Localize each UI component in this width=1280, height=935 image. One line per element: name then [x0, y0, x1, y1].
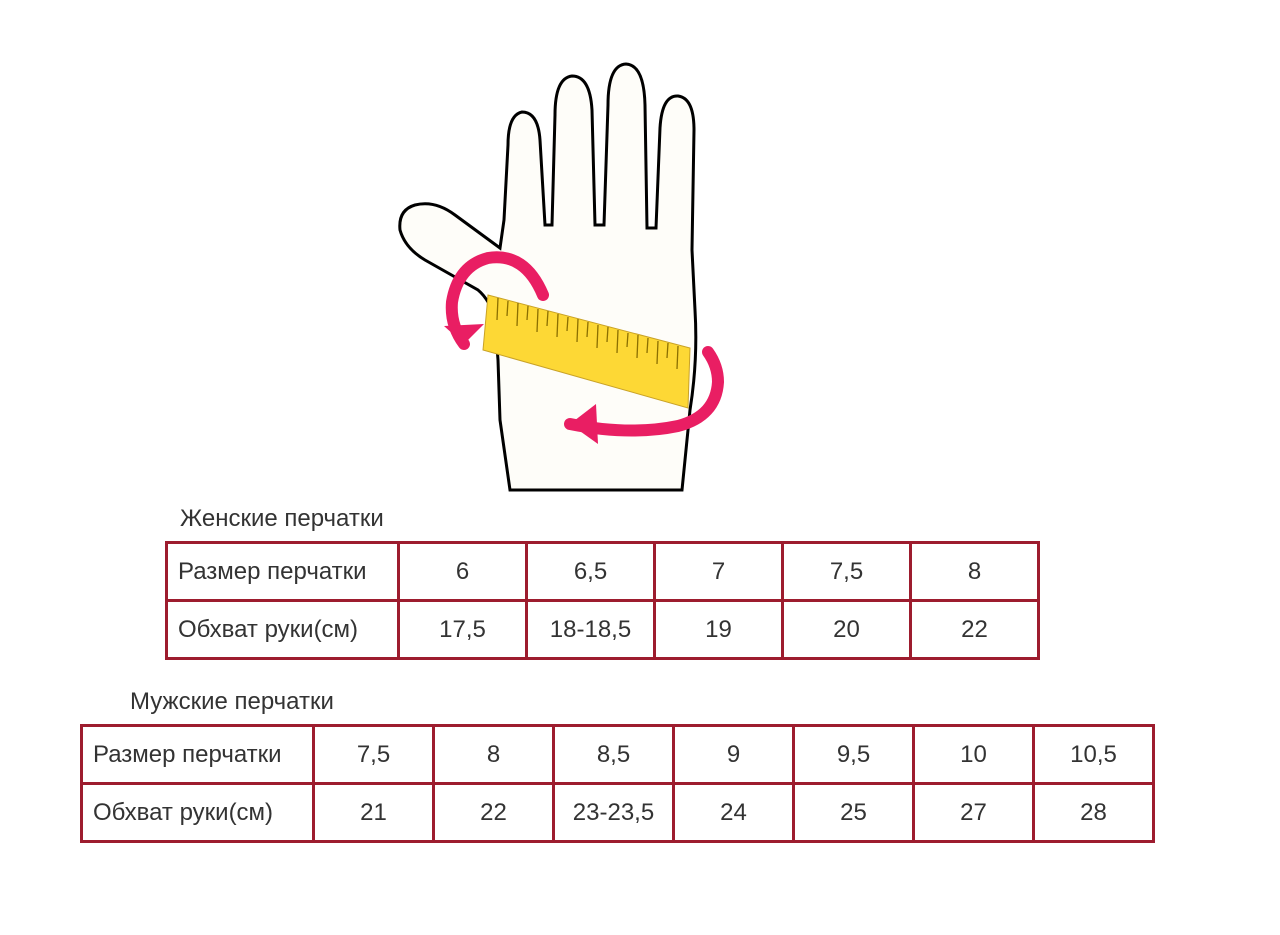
circ-cell: 22	[434, 784, 554, 842]
size-cell: 8	[434, 726, 554, 784]
row-label: Обхват руки(см)	[167, 601, 399, 659]
circ-cell: 19	[655, 601, 783, 659]
circ-cell: 17,5	[399, 601, 527, 659]
women-sizes-table: Размер перчатки 6 6,5 7 7,5 8 Обхват рук…	[165, 541, 1040, 660]
size-cell: 7,5	[783, 543, 911, 601]
size-cell: 8,5	[554, 726, 674, 784]
women-table-title: Женские перчатки	[180, 505, 1280, 533]
hand-svg	[360, 0, 820, 505]
men-table-title: Мужские перчатки	[130, 688, 1280, 716]
circ-cell: 25	[794, 784, 914, 842]
circ-cell: 24	[674, 784, 794, 842]
row-label: Обхват руки(см)	[82, 784, 314, 842]
size-cell: 9,5	[794, 726, 914, 784]
row-label: Размер перчатки	[82, 726, 314, 784]
men-sizes-table: Размер перчатки 7,5 8 8,5 9 9,5 10 10,5 …	[80, 724, 1155, 843]
size-cell: 8	[911, 543, 1039, 601]
circ-cell: 27	[914, 784, 1034, 842]
table-row: Размер перчатки 6 6,5 7 7,5 8	[167, 543, 1039, 601]
circ-cell: 22	[911, 601, 1039, 659]
row-label: Размер перчатки	[167, 543, 399, 601]
size-tables-container: Женские перчатки Размер перчатки 6 6,5 7…	[0, 505, 1280, 871]
table-row: Обхват руки(см) 17,5 18-18,5 19 20 22	[167, 601, 1039, 659]
size-cell: 6	[399, 543, 527, 601]
size-cell: 9	[674, 726, 794, 784]
circ-cell: 21	[314, 784, 434, 842]
circ-cell: 28	[1034, 784, 1154, 842]
size-cell: 7	[655, 543, 783, 601]
circ-cell: 18-18,5	[527, 601, 655, 659]
size-cell: 7,5	[314, 726, 434, 784]
size-cell: 10	[914, 726, 1034, 784]
size-cell: 10,5	[1034, 726, 1154, 784]
table-row: Размер перчатки 7,5 8 8,5 9 9,5 10 10,5	[82, 726, 1154, 784]
hand-measurement-diagram	[360, 0, 820, 505]
circ-cell: 20	[783, 601, 911, 659]
table-row: Обхват руки(см) 21 22 23-23,5 24 25 27 2…	[82, 784, 1154, 842]
size-cell: 6,5	[527, 543, 655, 601]
circ-cell: 23-23,5	[554, 784, 674, 842]
